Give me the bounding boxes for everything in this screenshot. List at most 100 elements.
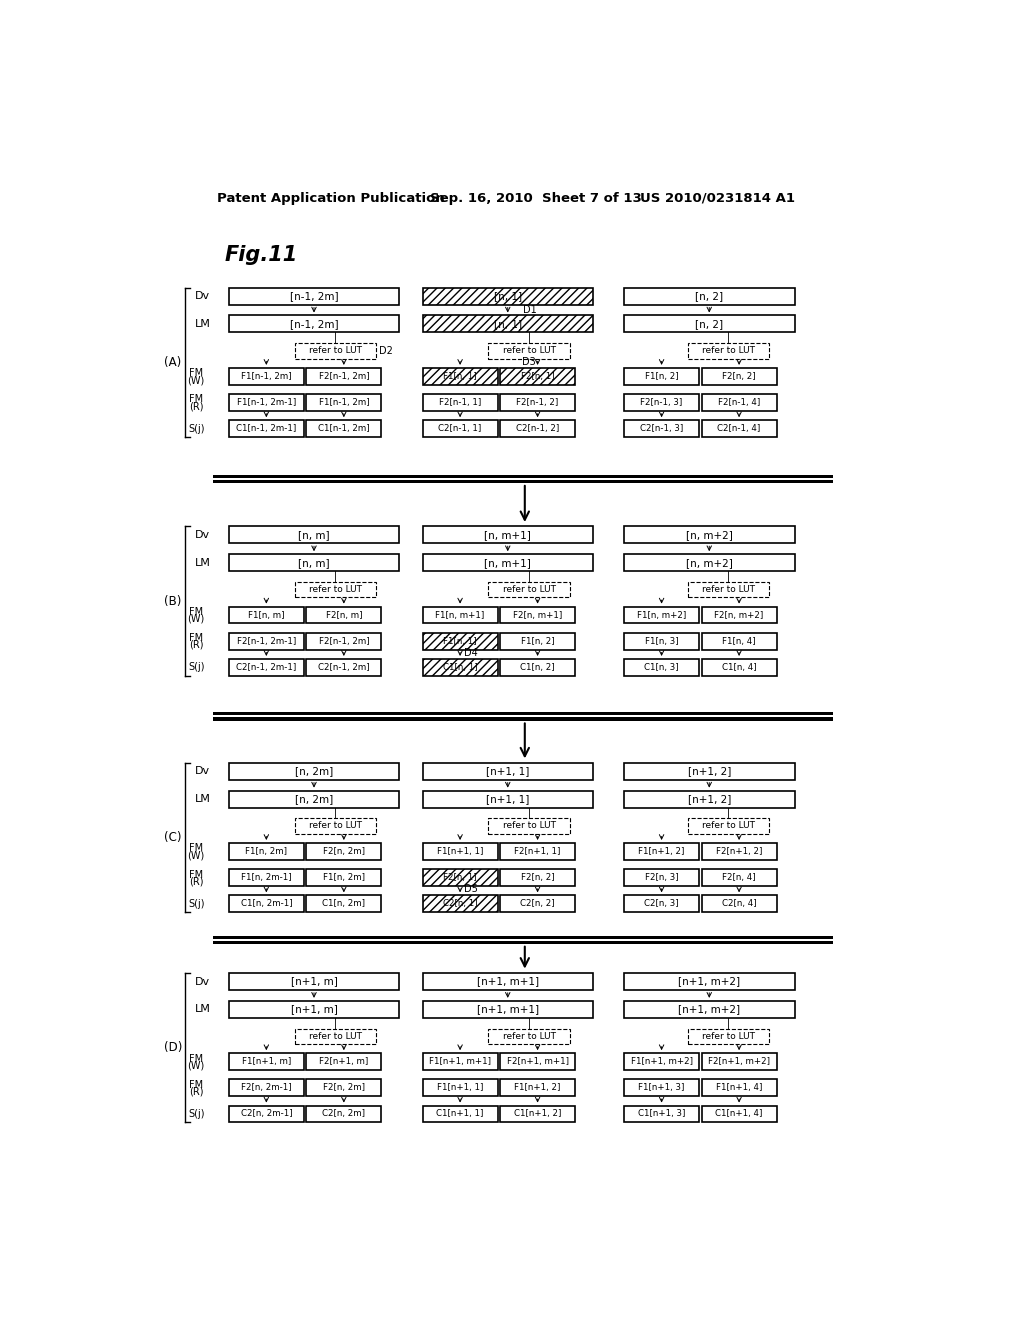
Bar [306,420,381,437]
Text: [n, 1]: [n, 1] [494,292,522,301]
Text: [n+1, m+1]: [n+1, m+1] [477,977,539,986]
Bar [701,1080,776,1096]
Text: F2[n+1, m+1]: F2[n+1, m+1] [507,1057,568,1067]
Text: C2[n-1, 2m]: C2[n-1, 2m] [318,663,370,672]
Text: [n, m]: [n, m] [298,557,330,568]
Bar [423,869,498,886]
Text: [n-1, 2m]: [n-1, 2m] [290,292,338,301]
Bar [500,607,575,623]
Bar [228,973,399,990]
Text: F1[n, 1]: F1[n, 1] [443,636,477,645]
Text: C2[n-1, 2m-1]: C2[n-1, 2m-1] [237,663,297,672]
Text: FM: FM [189,1080,203,1090]
Bar [228,1106,304,1122]
Bar [624,1106,699,1122]
Bar [687,818,769,834]
Text: F1[n, m]: F1[n, m] [248,611,285,619]
Text: C1[n+1, 2]: C1[n+1, 2] [514,1110,561,1118]
Bar [488,582,569,598]
Text: FM: FM [189,607,203,616]
Bar [624,973,795,990]
Text: F1[n+1, 1]: F1[n+1, 1] [437,847,483,855]
Bar [228,368,304,385]
Text: [n+1, m+1]: [n+1, m+1] [477,1005,539,1014]
Bar [228,288,399,305]
Bar [624,869,699,886]
Bar [213,941,834,944]
Bar [624,1001,795,1018]
Bar [423,973,593,990]
Bar [306,1080,381,1096]
Text: C2[n-1, 4]: C2[n-1, 4] [718,424,761,433]
Text: F2[n, 1]: F2[n, 1] [521,372,554,380]
Text: (D): (D) [164,1041,182,1055]
Bar [624,393,699,411]
Bar [701,659,776,676]
Bar [624,368,699,385]
Text: C1[n, 1]: C1[n, 1] [442,663,477,672]
Text: Dv: Dv [195,977,210,986]
Text: [n, m+2]: [n, m+2] [686,529,733,540]
Text: refer to LUT: refer to LUT [309,585,361,594]
Text: C2[n-1, 2]: C2[n-1, 2] [516,424,559,433]
Text: [n+1, m]: [n+1, m] [291,977,338,986]
Bar [624,554,795,572]
Bar [500,869,575,886]
Bar [624,1080,699,1096]
Bar [423,393,498,411]
Bar [295,582,376,598]
Text: refer to LUT: refer to LUT [503,1032,556,1040]
Text: [n+1, m+2]: [n+1, m+2] [678,1005,740,1014]
Text: F2[n-1, 1]: F2[n-1, 1] [439,399,481,407]
Bar [306,1106,381,1122]
Text: [n, m+1]: [n, m+1] [484,529,531,540]
Bar [500,843,575,859]
Bar [624,843,699,859]
Text: [n, m+1]: [n, m+1] [484,557,531,568]
Text: Sep. 16, 2010  Sheet 7 of 13: Sep. 16, 2010 Sheet 7 of 13 [430,191,642,205]
Text: (W): (W) [187,614,205,624]
Text: F1[n+1, 3]: F1[n+1, 3] [638,1084,685,1092]
Bar [423,763,593,780]
Text: F1[n-1, 2m]: F1[n-1, 2m] [241,372,292,380]
Text: LM: LM [195,795,210,804]
Bar [500,659,575,676]
Text: (R): (R) [189,401,204,412]
Text: C1[n+1, 3]: C1[n+1, 3] [638,1110,685,1118]
Text: D2: D2 [379,346,393,356]
Text: C2[n, 2m-1]: C2[n, 2m-1] [241,1110,292,1118]
Text: F2[n, m+2]: F2[n, m+2] [715,611,764,619]
Text: F2[n, 1]: F2[n, 1] [443,873,477,882]
Text: F1[n-1, 2m]: F1[n-1, 2m] [318,399,369,407]
Bar [213,936,834,939]
Text: F1[n-1, 2m-1]: F1[n-1, 2m-1] [237,399,296,407]
Text: (W): (W) [187,850,205,861]
Text: [n+1, 1]: [n+1, 1] [486,795,529,804]
Bar [701,368,776,385]
Text: F2[n, m]: F2[n, m] [326,611,362,619]
Bar [423,554,593,572]
Bar [228,632,304,649]
Text: [n, m+2]: [n, m+2] [686,557,733,568]
Bar [228,393,304,411]
Bar [701,393,776,411]
Bar [687,1028,769,1044]
Bar [228,1080,304,1096]
Text: C1[n, 2m-1]: C1[n, 2m-1] [241,899,292,908]
Text: F2[n-1, 2m-1]: F2[n-1, 2m-1] [237,636,296,645]
Bar [500,1080,575,1096]
Text: D3: D3 [522,358,536,367]
Bar [624,632,699,649]
Bar [306,393,381,411]
Bar [228,420,304,437]
Text: F2[n, 2]: F2[n, 2] [722,372,756,380]
Text: (C): (C) [164,832,181,843]
Bar [306,607,381,623]
Bar [306,659,381,676]
Bar [213,480,834,483]
Text: F1[n, 1]: F1[n, 1] [443,372,477,380]
Text: Dv: Dv [195,529,210,540]
Text: FM: FM [189,843,203,853]
Bar [624,607,699,623]
Text: F2[n+1, m+2]: F2[n+1, m+2] [708,1057,770,1067]
